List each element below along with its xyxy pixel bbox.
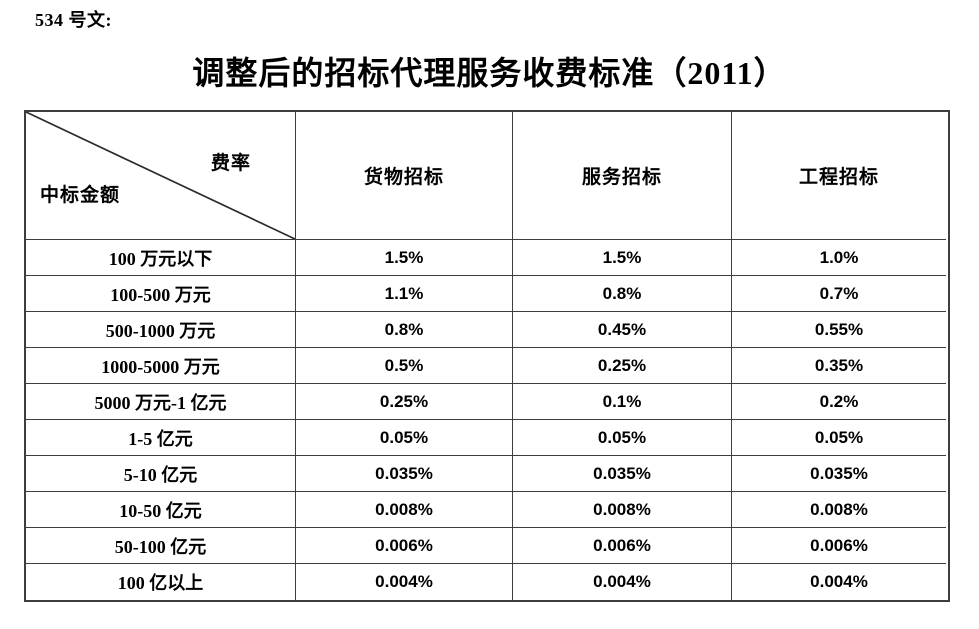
goods-rate-cell: 0.008% xyxy=(296,492,513,528)
works-rate-cell: 0.008% xyxy=(732,492,946,528)
table-corner-cell: 费率 中标金额 xyxy=(26,112,296,240)
works-rate-cell: 0.2% xyxy=(732,384,946,420)
works-rate-cell: 0.035% xyxy=(732,456,946,492)
column-header-goods: 货物招标 xyxy=(296,112,513,240)
goods-rate-cell: 1.5% xyxy=(296,240,513,276)
amount-cell: 5-10 亿元 xyxy=(26,456,296,492)
works-rate-cell: 0.35% xyxy=(732,348,946,384)
works-rate-cell: 0.05% xyxy=(732,420,946,456)
works-rate-cell: 1.0% xyxy=(732,240,946,276)
corner-label-amount: 中标金额 xyxy=(40,185,121,206)
goods-rate-cell: 1.1% xyxy=(296,276,513,312)
goods-rate-cell: 0.05% xyxy=(296,420,513,456)
amount-cell: 100-500 万元 xyxy=(26,276,296,312)
service-rate-cell: 1.5% xyxy=(513,240,732,276)
corner-label-rate: 费率 xyxy=(210,153,251,174)
amount-cell: 1-5 亿元 xyxy=(26,420,296,456)
doc-number-label: 534 号文: xyxy=(35,10,112,30)
service-rate-cell: 0.004% xyxy=(513,564,732,600)
service-rate-cell: 0.035% xyxy=(513,456,732,492)
amount-cell: 50-100 亿元 xyxy=(26,528,296,564)
service-rate-cell: 0.008% xyxy=(513,492,732,528)
fee-rate-table: 费率 中标金额 货物招标 服务招标 工程招标 100 万元以下 1.5% 1.5… xyxy=(24,110,950,602)
works-rate-cell: 0.006% xyxy=(732,528,946,564)
page-title: 调整后的招标代理服务收费标准（2011） xyxy=(192,55,787,91)
goods-rate-cell: 0.8% xyxy=(296,312,513,348)
amount-cell: 100 亿以上 xyxy=(26,564,296,600)
amount-cell: 5000 万元-1 亿元 xyxy=(26,384,296,420)
goods-rate-cell: 0.035% xyxy=(296,456,513,492)
goods-rate-cell: 0.006% xyxy=(296,528,513,564)
amount-cell: 100 万元以下 xyxy=(26,240,296,276)
goods-rate-cell: 0.5% xyxy=(296,348,513,384)
works-rate-cell: 0.7% xyxy=(732,276,946,312)
service-rate-cell: 0.45% xyxy=(513,312,732,348)
column-header-works: 工程招标 xyxy=(732,112,946,240)
column-header-service: 服务招标 xyxy=(513,112,732,240)
service-rate-cell: 0.05% xyxy=(513,420,732,456)
diagonal-divider-line xyxy=(26,112,295,239)
amount-cell: 1000-5000 万元 xyxy=(26,348,296,384)
service-rate-cell: 0.8% xyxy=(513,276,732,312)
amount-cell: 10-50 亿元 xyxy=(26,492,296,528)
works-rate-cell: 0.004% xyxy=(732,564,946,600)
service-rate-cell: 0.25% xyxy=(513,348,732,384)
goods-rate-cell: 0.25% xyxy=(296,384,513,420)
goods-rate-cell: 0.004% xyxy=(296,564,513,600)
amount-cell: 500-1000 万元 xyxy=(26,312,296,348)
works-rate-cell: 0.55% xyxy=(732,312,946,348)
service-rate-cell: 0.006% xyxy=(513,528,732,564)
service-rate-cell: 0.1% xyxy=(513,384,732,420)
